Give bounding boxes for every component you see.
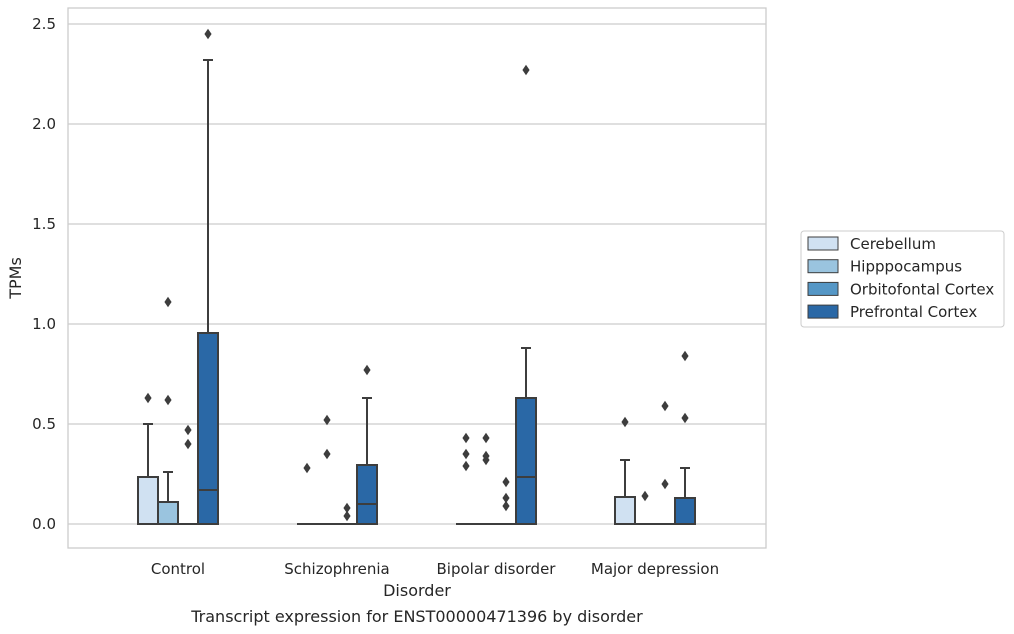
box-hipppocampus [476,432,496,525]
x-tick-label: Control [151,560,205,578]
outlier-point [482,450,490,462]
outlier-point [204,28,212,40]
outlier-point [184,424,192,436]
box-orbitofontal-cortex [178,424,198,525]
legend-swatch [807,236,839,251]
outlier-point [323,414,331,426]
y-tick-label: 1.0 [32,315,56,333]
outlier-point [502,476,510,488]
outlier-point [641,490,649,502]
box-prefrontal-cortex [356,364,378,525]
y-tick-label: 0.0 [32,515,56,533]
box-body [356,464,378,525]
outlier-point [462,432,470,444]
box-body [674,497,696,525]
box-cerebellum [614,416,636,525]
outlier-point [164,296,172,308]
box-body [157,501,179,525]
outlier-point [323,448,331,460]
legend-swatch [807,259,839,274]
box-body [515,397,537,525]
x-tick-label: Schizophrenia [284,560,389,578]
outlier-point [522,64,530,76]
outlier-point [363,364,371,376]
outlier-point [482,432,490,444]
box-hipppocampus [157,296,179,525]
outlier-point [462,460,470,472]
box-cerebellum [297,462,317,525]
outlier-point [303,462,311,474]
outlier-point [343,502,351,514]
box-orbitofontal-cortex [655,400,675,525]
y-tick-label: 2.5 [32,15,56,33]
x-tick-label: Major depression [591,560,719,578]
box-orbitofontal-cortex [496,476,516,525]
outlier-point [462,448,470,460]
y-tick-labels: 0.0 0.5 1.0 1.5 2.0 2.5 [32,15,56,533]
outlier-point [502,492,510,504]
x-tick-label: Bipolar disorder [437,560,557,578]
y-tick-label: 2.0 [32,115,56,133]
box-prefrontal-cortex [197,28,219,525]
legend: Cerebellum Hipppocampus Orbitofontal Corte… [800,230,1005,328]
gridlines [68,23,766,525]
legend-swatch [807,304,839,319]
box-body [614,496,636,525]
box-prefrontal-cortex [515,64,537,525]
outlier-point [661,478,669,490]
outlier-point [343,510,351,522]
outlier-point [164,394,172,406]
y-axis-title: TPMs [6,257,25,300]
legend-frame [800,230,1005,328]
legend-label: Hipppocampus [850,258,962,276]
legend-label: Orbitofontal Cortex [850,280,994,298]
outlier-point [144,392,152,404]
legend-label: Prefrontal Cortex [850,303,977,321]
y-tick-label: 1.5 [32,215,56,233]
outlier-point [681,412,689,424]
legend-swatch [807,281,839,296]
chart-caption: Transcript expression for ENST0000047139… [190,607,643,626]
plot-frame [67,7,767,549]
legend-label: Cerebellum [850,235,936,253]
box-cerebellum [137,392,159,525]
outlier-point [681,350,689,362]
boxes [137,28,696,525]
box-body [197,332,219,525]
outlier-point [502,500,510,512]
x-axis-title: Disorder [383,581,451,600]
box-cerebellum [456,432,476,525]
box-body [137,476,159,525]
box-prefrontal-cortex [674,350,696,525]
outlier-point [621,416,629,428]
outlier-point [184,438,192,450]
box-hipppocampus [317,414,337,525]
box-hipppocampus [635,490,655,525]
y-tick-label: 0.5 [32,415,56,433]
box-orbitofontal-cortex [337,502,357,525]
x-tick-labels: Control Schizophrenia Bipolar disorder Majo… [151,560,719,578]
outlier-point [661,400,669,412]
